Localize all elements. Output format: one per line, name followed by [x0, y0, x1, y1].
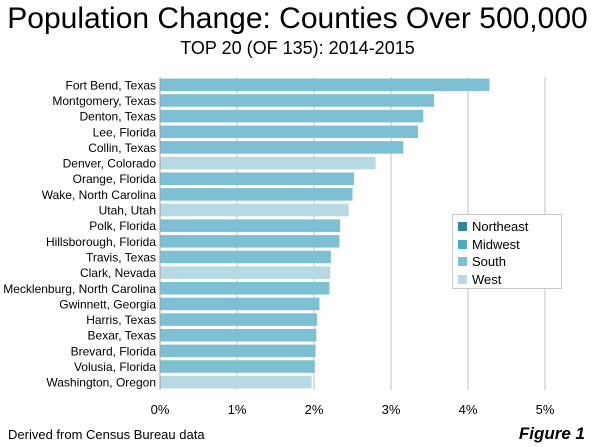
category-label: Denton, Texas: [80, 110, 157, 124]
bar: [160, 266, 331, 279]
category-label: Washington, Oregon: [46, 376, 156, 390]
bar: [160, 94, 435, 107]
bar-chart: 0% 1% 2% 3% 4% 5% Fort Bend, Texas Montgomery, …: [3, 77, 555, 417]
bar: [160, 328, 317, 342]
bar: [160, 188, 353, 201]
category-label: Travis, Texas: [86, 250, 156, 264]
legend-swatch-northeast: [458, 222, 467, 232]
category-label: Hillsborough, Florida: [46, 235, 156, 249]
bar: [160, 125, 418, 139]
legend-swatch-south: [458, 257, 467, 267]
bar: [160, 375, 312, 389]
bar: [160, 344, 316, 358]
bar: [160, 250, 331, 264]
legend-item-midwest: Midwest: [458, 236, 561, 254]
category-label: Utah, Utah: [99, 204, 156, 218]
legend-swatch-west: [458, 274, 467, 284]
legend-item-south: South: [458, 253, 561, 271]
chart-legend: Northeast Midwest South West: [452, 214, 562, 289]
category-label: Lee, Florida: [93, 125, 157, 139]
legend-label-south: South: [472, 254, 506, 270]
bar: [160, 172, 355, 185]
legend-swatch-midwest: [458, 239, 467, 249]
x-tick-label: 0%: [151, 402, 170, 417]
figure-label: Figure 1: [518, 424, 585, 443]
bar: [160, 203, 349, 217]
bar: [160, 360, 315, 373]
category-label: Bexar, Texas: [88, 329, 156, 343]
category-label: Polk, Florida: [89, 219, 156, 233]
bar: [160, 219, 341, 232]
category-label: Gwinnett, Georgia: [59, 297, 156, 311]
bar: [160, 156, 376, 170]
bar: [160, 78, 490, 92]
legend-label-west: West: [472, 271, 502, 287]
chart-title: Population Change: Counties Over 500,000: [7, 2, 588, 35]
legend-item-west: West: [458, 271, 561, 289]
x-tick-label: 5%: [536, 402, 555, 417]
bar: [160, 109, 424, 123]
bar: [160, 313, 318, 326]
category-label: Denver, Colorado: [63, 157, 157, 171]
bar: [160, 297, 320, 311]
category-label: Fort Bend, Texas: [66, 78, 157, 92]
legend-item-northeast: Northeast: [458, 218, 561, 236]
bar: [160, 141, 404, 154]
x-tick-label: 2%: [305, 402, 324, 417]
source-note: Derived from Census Bureau data: [8, 427, 205, 442]
category-label: Orange, Florida: [73, 172, 157, 186]
legend-label-northeast: Northeast: [472, 219, 529, 235]
x-tick-label: 4%: [459, 402, 478, 417]
legend-label-midwest: Midwest: [472, 236, 520, 252]
category-label: Clark, Nevada: [80, 266, 156, 280]
category-label: Brevard, Florida: [71, 344, 157, 358]
category-label: Mecklenburg, North Carolina: [3, 282, 156, 296]
category-label: Montgomery, Texas: [52, 94, 156, 108]
x-tick-label: 1%: [228, 402, 247, 417]
bar: [160, 282, 330, 295]
category-label: Wake, North Carolina: [42, 188, 157, 202]
category-label: Volusia, Florida: [74, 360, 156, 374]
category-label: Harris, Texas: [86, 313, 156, 327]
x-tick-label: 3%: [382, 402, 401, 417]
chart-subtitle: TOP 20 (OF 135): 2014-2015: [180, 38, 415, 58]
bar: [160, 235, 340, 248]
category-label: Collin, Texas: [88, 141, 156, 155]
